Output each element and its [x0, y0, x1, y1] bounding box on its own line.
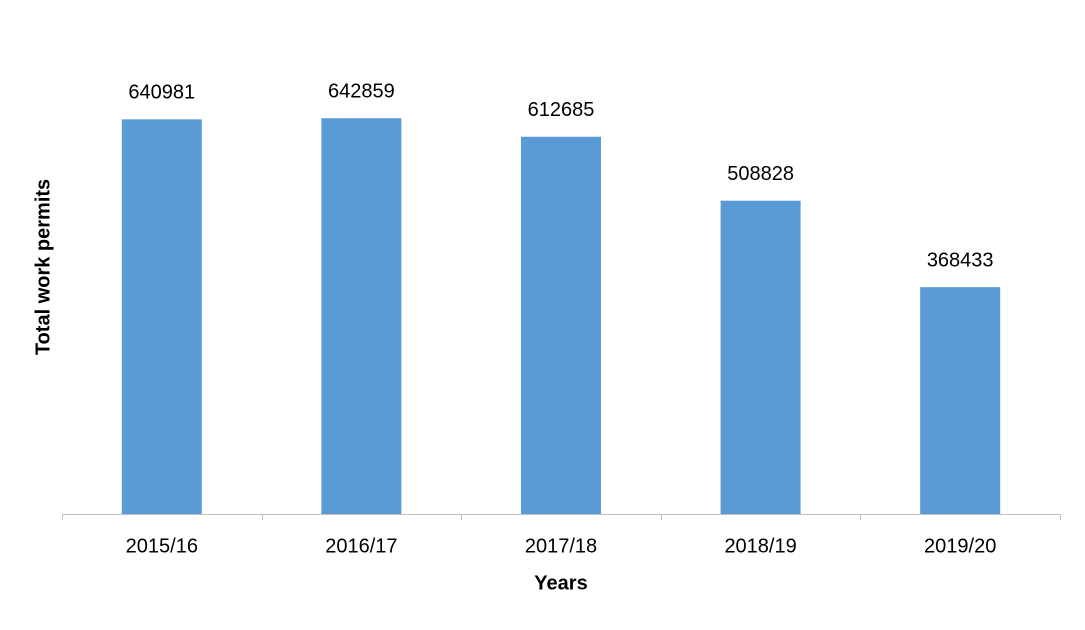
x-tick-label: 2016/17	[325, 535, 397, 557]
x-tick-label: 2019/20	[924, 535, 996, 557]
x-tick-label: 2018/19	[724, 535, 796, 557]
data-label: 640981	[128, 82, 195, 104]
bar	[321, 118, 402, 515]
x-tick-label: 2015/16	[126, 535, 198, 557]
data-label: 612685	[528, 99, 595, 121]
bar	[121, 119, 202, 515]
x-tick-label: 2017/18	[525, 535, 597, 557]
data-label: 508828	[727, 163, 794, 185]
data-label: 642859	[328, 80, 395, 102]
bar	[521, 136, 601, 514]
data-label: 368433	[927, 249, 994, 271]
x-axis-title: Years	[534, 572, 587, 594]
bar	[720, 200, 801, 514]
bar	[920, 287, 1001, 514]
y-axis-title: Total work permits	[32, 179, 54, 355]
